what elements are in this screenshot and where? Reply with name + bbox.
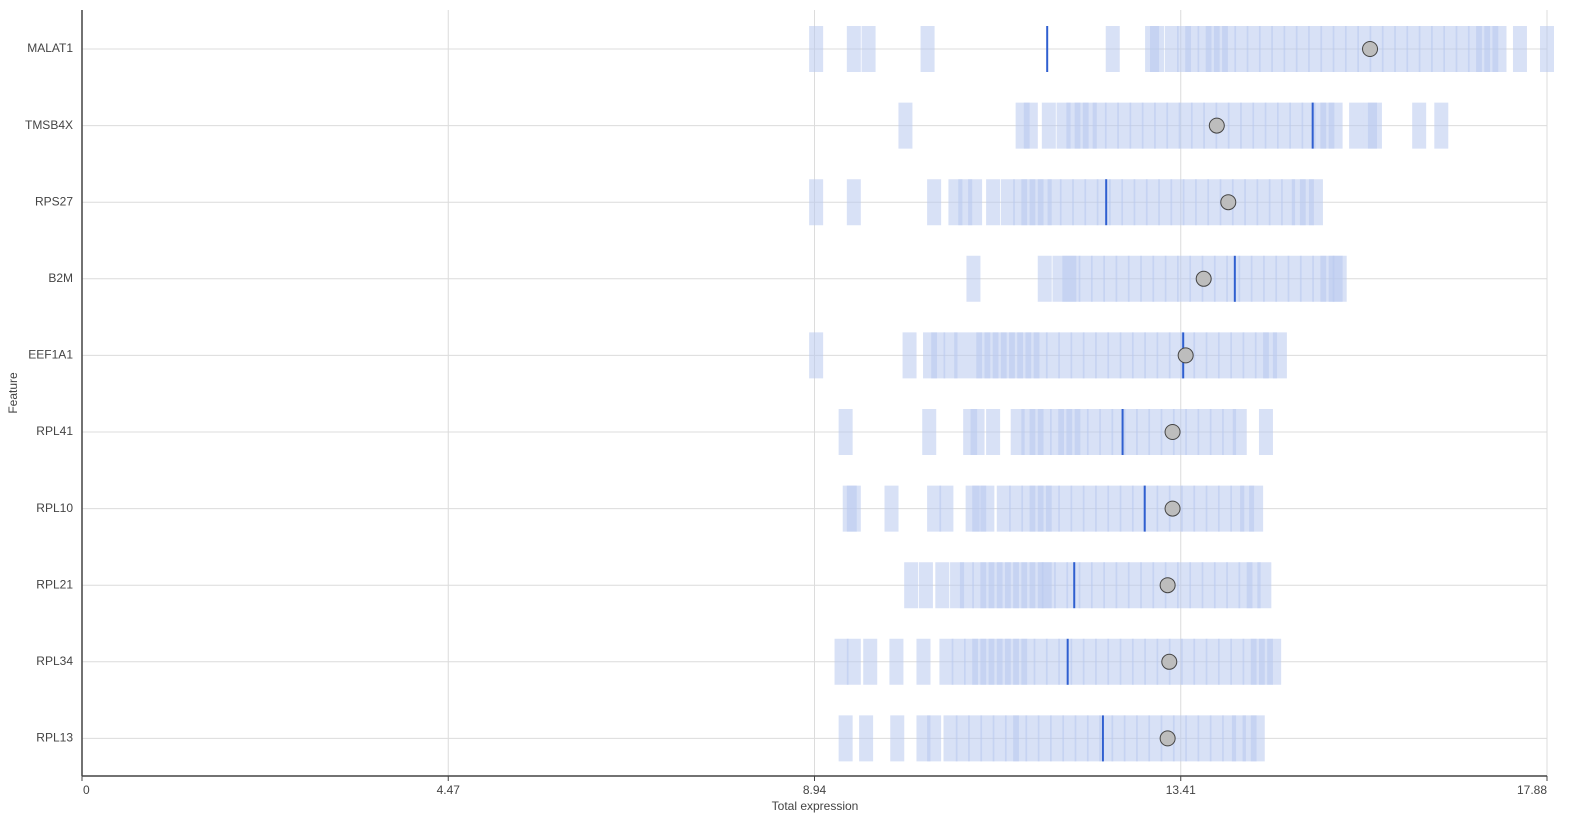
y-tick-label: RPL13 [36,731,73,745]
axes [81,10,1548,781]
mean-marker [1195,270,1212,287]
x-tick-label: 0 [83,783,90,797]
y-axis-label: Feature [6,372,20,414]
y-tick-label: B2M [48,271,73,285]
mean-marker [1177,347,1194,364]
mean [1159,41,1379,747]
y-tick-label: RPL10 [36,501,73,515]
x-tick-label: 8.94 [803,783,827,797]
mean-marker [1161,653,1178,670]
mean-marker [1220,194,1237,211]
x-tick-label: 4.47 [437,783,461,797]
y-tick-label: RPL34 [36,654,73,668]
labels: 0 4.47 8.94 13.41 17.88 MALAT1 TMSB4X RPS27 B2M E… [25,41,1547,797]
highlight [1046,26,1314,762]
x-tick-label: 17.88 [1517,783,1547,797]
mean-marker [1159,577,1176,594]
mean-marker [1362,41,1379,57]
y-tick-label: TMSB4X [25,118,73,132]
y-tick-label: EEF1A1 [28,348,73,362]
mean-marker [1164,424,1181,440]
y-tick-label: RPS27 [35,194,73,208]
mean-marker [1159,730,1176,747]
rug [809,26,1554,762]
y-tick-label: MALAT1 [27,41,73,55]
mean-marker [1208,117,1225,134]
y-tick-label: RPL41 [36,424,73,438]
mean-marker [1164,500,1181,517]
x-axis-label: Total expression [772,799,859,813]
x-tick-label: 13.41 [1166,783,1196,797]
y-tick-label: RPL21 [36,577,73,591]
